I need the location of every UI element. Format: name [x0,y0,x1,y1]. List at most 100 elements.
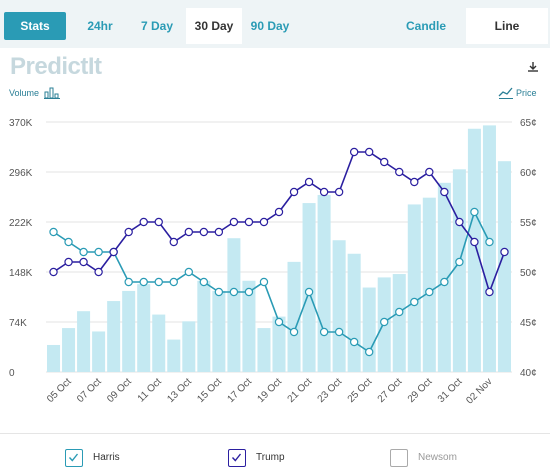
volume-bar [362,287,376,372]
volume-bar [392,274,406,372]
x-axis-tick-label: 09 Oct [105,376,134,405]
right-axis-tick-label: 50¢ [520,268,537,279]
download-icon[interactable] [526,60,540,74]
data-point-trump [410,177,419,187]
legend-label-harris: Harris [93,452,120,463]
trump-checkbox[interactable] [228,449,246,467]
volume-bar [497,161,511,372]
data-point-trump [49,267,58,277]
volume-bar [482,125,496,372]
data-point-trump [79,257,88,267]
right-axis-tick-label: 65¢ [520,118,537,129]
data-point-trump [334,187,344,197]
data-point-trump [500,247,509,257]
data-point-harris [455,257,464,267]
data-point-harris [380,317,389,327]
data-point-trump [349,147,359,157]
volume-bar [257,328,271,372]
data-point-trump [109,247,118,257]
data-point-trump [124,227,133,237]
x-axis-tick-label: 15 Oct [195,376,224,405]
bar-chart-icon[interactable] [44,86,60,99]
data-point-trump [364,147,374,157]
legend-label-trump: Trump [256,452,285,463]
volume-bar [107,301,121,372]
data-point-harris [64,237,73,247]
line-chart-icon[interactable] [498,86,514,99]
volume-bar [242,280,256,372]
x-axis-tick-label: 27 Oct [376,376,405,405]
x-axis-tick-label: 25 Oct [346,376,375,405]
left-axis-tick-label: 222K [9,218,33,229]
price-toggle-label[interactable]: Price [516,88,537,98]
data-point-trump [259,217,269,227]
data-point-trump [304,177,314,187]
volume-bar [47,344,61,372]
right-axis-tick-label: 55¢ [520,218,537,229]
volume-bar [287,261,301,372]
volume-bar [152,314,166,372]
volume-bar [122,290,136,372]
price-volume-chart: 370K 296K 222K 148K 74K 0 65¢ 60¢ 55¢ 50¢ 45¢ 40¢ 05… [9,118,537,407]
data-point-harris [274,317,284,327]
tab-stats[interactable]: Stats [4,12,66,40]
volume-bar [347,253,361,372]
volume-bar [437,182,451,372]
data-point-harris [485,237,494,247]
check-icon [231,453,242,462]
data-point-trump [214,227,224,237]
data-point-harris [169,277,178,287]
tab-candle[interactable]: Candle [405,19,446,33]
data-point-trump [289,187,299,197]
check-icon [68,453,79,462]
volume-bar [212,290,226,372]
volume-bar [317,194,331,372]
data-point-harris [364,347,374,357]
data-point-harris [244,287,254,297]
right-axis-tick-label: 45¢ [520,318,537,329]
volume-bar [62,328,76,372]
data-point-harris [229,287,239,297]
tab-7-day[interactable]: 7 Day [140,19,174,33]
tab-24hr[interactable]: 24hr [87,19,113,33]
volume-bar [422,197,436,372]
volume-bar [272,316,286,372]
data-point-harris [470,207,479,217]
data-point-trump [199,227,209,237]
data-point-harris [94,247,103,257]
data-point-harris [425,287,434,297]
data-point-trump [455,217,464,227]
x-axis-tick-label: 19 Oct [256,376,285,405]
tab-90-day[interactable]: 90 Day [250,19,290,33]
legend-label-newsom: Newsom [418,452,457,463]
data-point-trump [184,227,194,237]
data-point-harris [319,327,329,337]
volume-bar [332,240,346,372]
newsom-checkbox[interactable] [390,449,408,467]
data-point-trump [425,167,434,177]
data-point-harris [395,307,404,317]
data-point-trump [64,257,73,267]
x-axis-tick-label: 02 Nov [464,376,494,406]
data-point-trump [395,167,404,177]
volume-bar [467,128,481,372]
data-point-harris [124,277,133,287]
volume-toggle-label[interactable]: Volume [9,88,40,98]
data-point-harris [410,297,419,307]
data-point-harris [214,287,224,297]
data-point-trump [440,187,449,197]
tab-30-day[interactable]: 30 Day [186,8,242,44]
data-point-harris [184,267,194,277]
volume-bar [182,321,196,372]
data-point-trump [470,237,479,247]
harris-checkbox[interactable] [65,449,83,467]
left-axis-tick-label: 296K [9,168,33,179]
volume-bar [167,339,181,372]
x-axis-tick-label: 29 Oct [406,376,435,405]
tab-line[interactable]: Line [466,8,548,44]
chart-legend: Harris Trump Newsom [0,433,550,474]
volume-bar [227,238,241,372]
data-point-trump [169,237,178,247]
chart-tab-bar: Stats 24hr 7 Day 30 Day 90 Day Candle Li… [0,0,550,48]
left-axis-tick-label: 370K [9,118,33,129]
